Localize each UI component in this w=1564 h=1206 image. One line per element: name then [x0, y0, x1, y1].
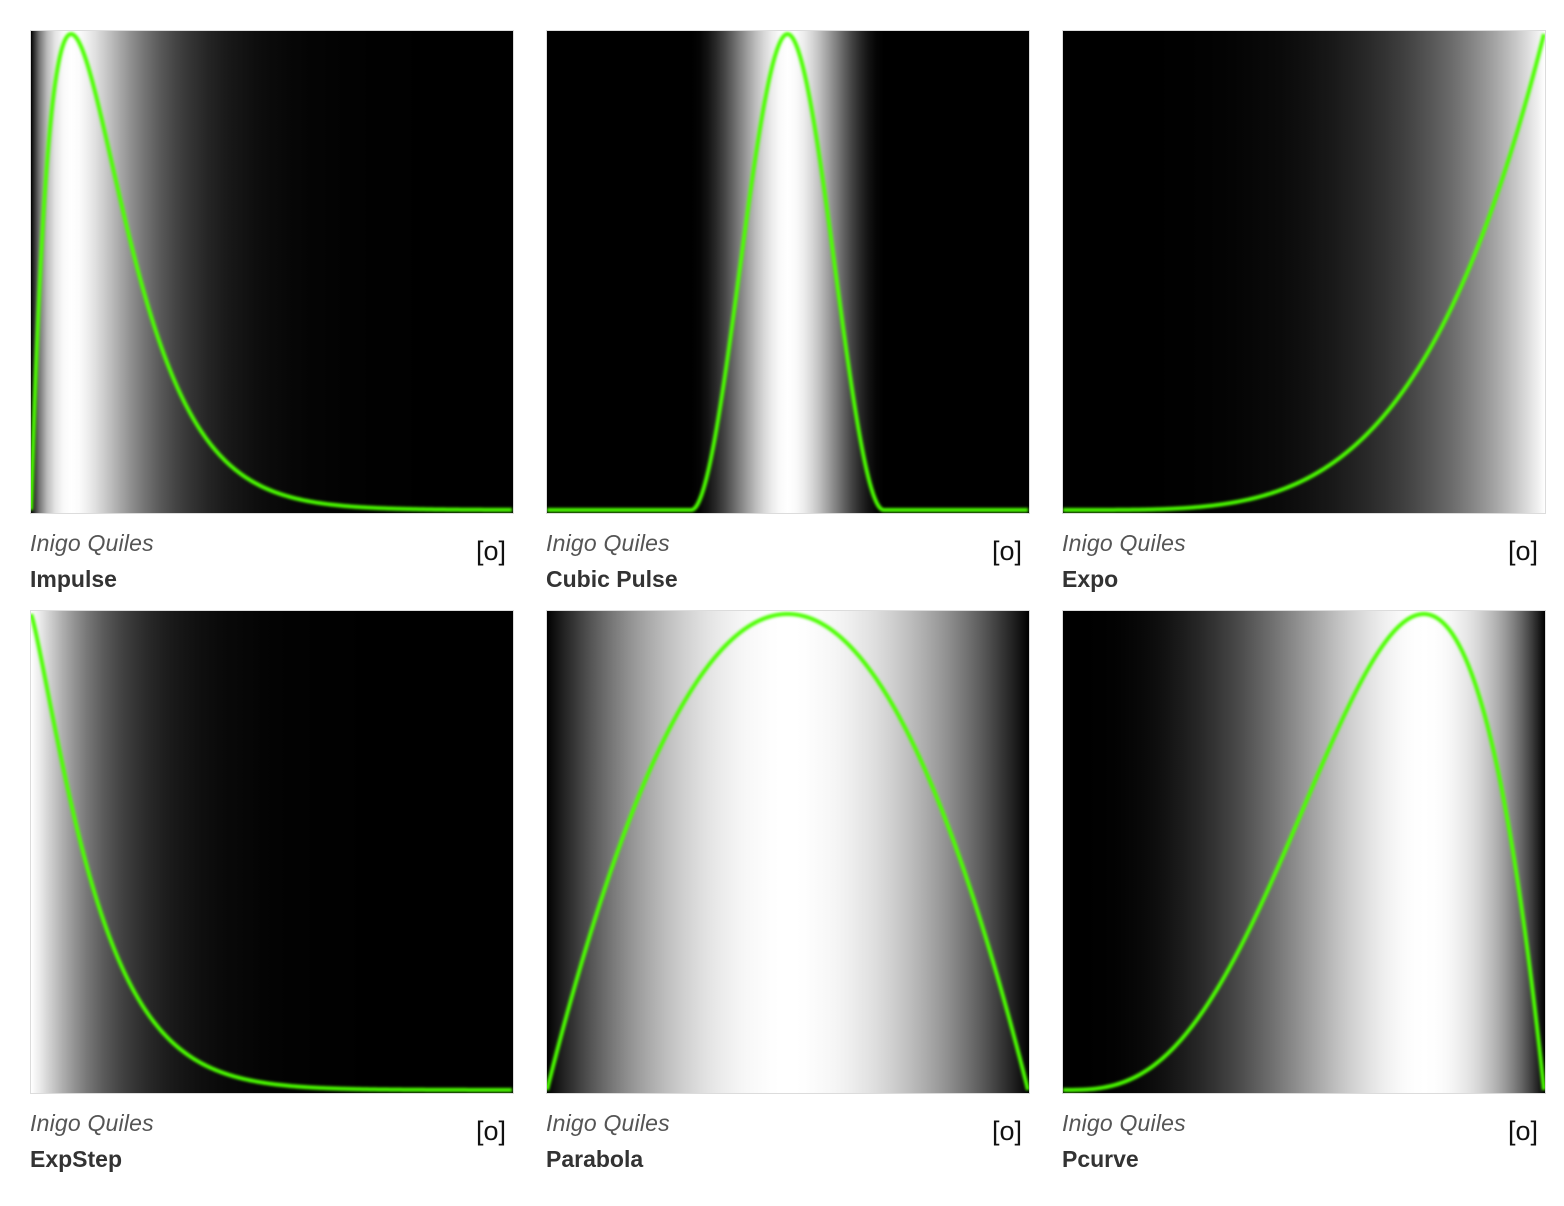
open-shader-link[interactable]: [o]: [1507, 1116, 1538, 1146]
function-curve: [1063, 33, 1545, 512]
author-name[interactable]: Inigo Quiles: [546, 530, 670, 556]
brightness-gradient: [1063, 31, 1545, 513]
function-curve: [31, 32, 513, 512]
shader-canvas: [1063, 611, 1545, 1093]
function-curve: [547, 32, 1029, 512]
shader-canvas: [31, 611, 513, 1093]
brightness-gradient: [547, 31, 1029, 513]
shader-gallery: Inigo Quiles Impulse [o] Inigo Quiles Cu…: [30, 30, 1546, 1190]
shader-canvas: [547, 611, 1029, 1093]
brightness-gradient: [31, 31, 513, 513]
function-curve: [1063, 612, 1545, 1092]
shader-canvas: [547, 31, 1029, 513]
card-meta: Inigo Quiles ExpStep [o]: [30, 1094, 514, 1190]
shader-card-parabola: Inigo Quiles Parabola [o]: [546, 610, 1030, 1190]
shader-card-impulse: Inigo Quiles Impulse [o]: [30, 30, 514, 610]
shader-preview[interactable]: [30, 610, 514, 1094]
shader-title: Impulse: [30, 566, 117, 592]
shader-canvas: [1063, 31, 1545, 513]
shader-preview[interactable]: [1062, 610, 1546, 1094]
shader-preview[interactable]: [30, 30, 514, 514]
shader-title: Pcurve: [1062, 1146, 1139, 1172]
shader-card-expo: Inigo Quiles Expo [o]: [1062, 30, 1546, 610]
shader-title: Cubic Pulse: [546, 566, 678, 592]
brightness-gradient: [547, 611, 1029, 1093]
function-curve: [547, 612, 1029, 1091]
shader-card-expstep: Inigo Quiles ExpStep [o]: [30, 610, 514, 1190]
author-name[interactable]: Inigo Quiles: [546, 1110, 670, 1136]
open-shader-link[interactable]: [o]: [1507, 536, 1538, 566]
brightness-gradient: [1063, 611, 1545, 1093]
author-name[interactable]: Inigo Quiles: [30, 1110, 154, 1136]
function-curve: [31, 613, 513, 1092]
shader-title: ExpStep: [30, 1146, 123, 1172]
shader-canvas: [31, 31, 513, 513]
shader-title: Expo: [1062, 566, 1119, 592]
shader-card-pcurve: Inigo Quiles Pcurve [o]: [1062, 610, 1546, 1190]
shader-card-cubic-pulse: Inigo Quiles Cubic Pulse [o]: [546, 30, 1030, 610]
shader-preview[interactable]: [546, 610, 1030, 1094]
author-name[interactable]: Inigo Quiles: [1062, 530, 1186, 556]
open-shader-link[interactable]: [o]: [991, 1116, 1022, 1146]
brightness-gradient: [31, 611, 513, 1093]
author-name[interactable]: Inigo Quiles: [1062, 1110, 1186, 1136]
shader-preview[interactable]: [1062, 30, 1546, 514]
open-shader-link[interactable]: [o]: [991, 536, 1022, 566]
shader-preview[interactable]: [546, 30, 1030, 514]
card-meta: Inigo Quiles Cubic Pulse [o]: [546, 514, 1030, 610]
card-meta: Inigo Quiles Impulse [o]: [30, 514, 514, 610]
open-shader-link[interactable]: [o]: [475, 536, 506, 566]
card-meta: Inigo Quiles Expo [o]: [1062, 514, 1546, 610]
shader-title: Parabola: [546, 1146, 644, 1172]
author-name[interactable]: Inigo Quiles: [30, 530, 154, 556]
card-meta: Inigo Quiles Pcurve [o]: [1062, 1094, 1546, 1190]
card-meta: Inigo Quiles Parabola [o]: [546, 1094, 1030, 1190]
open-shader-link[interactable]: [o]: [475, 1116, 506, 1146]
